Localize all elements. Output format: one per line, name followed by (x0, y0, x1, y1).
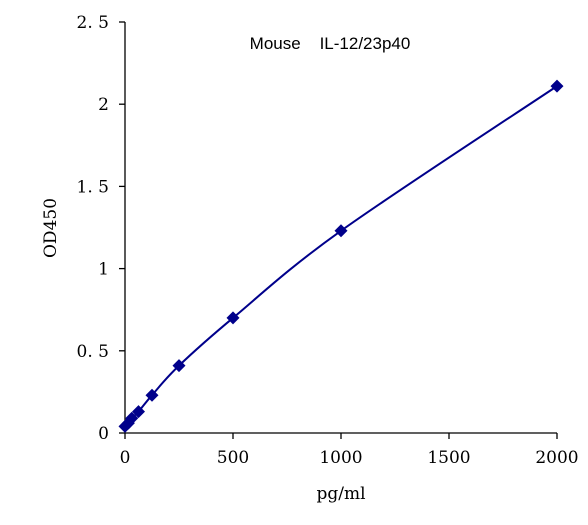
data-point-marker (132, 405, 145, 419)
chart-title: Mouse IL-12/23p40 (250, 34, 411, 53)
x-tick-label: 1500 (427, 448, 470, 468)
y-tick-label: 0. 5 (77, 342, 109, 362)
x-tick-label: 0 (120, 448, 131, 468)
y-tick-label: 1 (98, 260, 109, 280)
tick-labels: 0 500 1000 1500 2000 0 0. 5 1 1. 5 2 2. 5 (77, 13, 579, 468)
x-tick-label: 1000 (319, 448, 362, 468)
y-axis-title: OD450 (41, 198, 61, 258)
data-point-marker (334, 224, 348, 238)
y-tick-label: 0 (98, 424, 109, 444)
fitted-curve (124, 85, 558, 428)
data-point-marker (145, 388, 159, 402)
data-point-marker (226, 311, 240, 325)
y-tick-label: 2. 5 (77, 13, 109, 33)
y-tick-label: 2 (98, 95, 109, 115)
ticks (119, 21, 558, 439)
data-point-marker (125, 411, 139, 425)
data-points (118, 79, 564, 433)
x-axis-title: pg/ml (316, 484, 365, 504)
data-point-marker (550, 79, 564, 93)
y-tick-label: 1. 5 (77, 177, 109, 197)
x-tick-label: 500 (217, 448, 249, 468)
x-tick-label: 2000 (535, 448, 578, 468)
data-point-marker (172, 359, 186, 373)
